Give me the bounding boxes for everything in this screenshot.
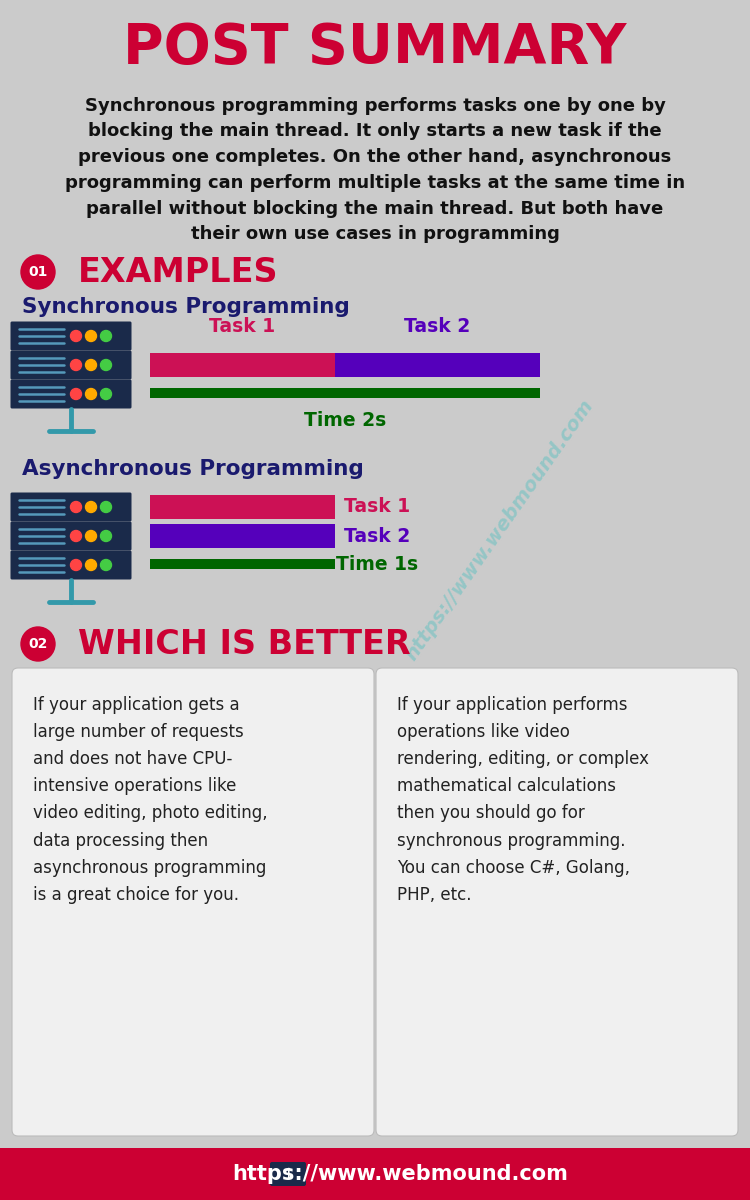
FancyBboxPatch shape: [10, 350, 131, 379]
Text: Task 1: Task 1: [344, 498, 410, 516]
Circle shape: [70, 559, 82, 570]
Text: Time 1s: Time 1s: [336, 556, 418, 575]
Circle shape: [86, 502, 97, 512]
Circle shape: [100, 330, 112, 342]
Circle shape: [86, 330, 97, 342]
Text: POST SUMMARY: POST SUMMARY: [123, 20, 627, 74]
FancyBboxPatch shape: [376, 668, 738, 1136]
Text: 02: 02: [28, 637, 48, 650]
Text: Task 2: Task 2: [344, 527, 410, 546]
Circle shape: [70, 330, 82, 342]
Circle shape: [86, 559, 97, 570]
Text: Asynchronous Programming: Asynchronous Programming: [22, 458, 364, 479]
Text: If your application gets a
large number of requests
and does not have CPU-
inten: If your application gets a large number …: [33, 696, 268, 904]
FancyBboxPatch shape: [150, 524, 335, 548]
Text: Task 2: Task 2: [404, 318, 471, 336]
Circle shape: [100, 389, 112, 400]
Circle shape: [100, 502, 112, 512]
FancyBboxPatch shape: [150, 494, 335, 518]
FancyBboxPatch shape: [10, 522, 131, 551]
Circle shape: [86, 530, 97, 541]
FancyBboxPatch shape: [270, 1162, 306, 1186]
Text: 01: 01: [28, 265, 48, 278]
Text: If your application performs
operations like video
rendering, editing, or comple: If your application performs operations …: [397, 696, 649, 904]
Text: Synchronous Programming: Synchronous Programming: [22, 296, 350, 317]
FancyBboxPatch shape: [10, 492, 131, 522]
FancyBboxPatch shape: [150, 353, 335, 377]
Text: https://www.webmound.com: https://www.webmound.com: [402, 396, 598, 664]
Circle shape: [86, 389, 97, 400]
FancyBboxPatch shape: [150, 388, 540, 398]
FancyBboxPatch shape: [10, 551, 131, 580]
Circle shape: [21, 626, 55, 661]
Circle shape: [70, 530, 82, 541]
FancyBboxPatch shape: [335, 353, 540, 377]
Text: Task 1: Task 1: [209, 318, 275, 336]
Circle shape: [100, 360, 112, 371]
FancyBboxPatch shape: [150, 559, 335, 569]
Circle shape: [86, 360, 97, 371]
Circle shape: [70, 360, 82, 371]
Circle shape: [21, 254, 55, 289]
Circle shape: [70, 389, 82, 400]
Text: WHICH IS BETTER: WHICH IS BETTER: [78, 628, 411, 660]
FancyBboxPatch shape: [0, 1148, 750, 1200]
Circle shape: [100, 530, 112, 541]
FancyBboxPatch shape: [10, 322, 131, 350]
FancyBboxPatch shape: [10, 379, 131, 408]
Text: Time 2s: Time 2s: [304, 412, 386, 431]
Text: https://www.webmound.com: https://www.webmound.com: [232, 1164, 568, 1184]
Circle shape: [70, 502, 82, 512]
FancyBboxPatch shape: [12, 668, 374, 1136]
Text: ↑: ↑: [282, 1166, 294, 1181]
Circle shape: [100, 559, 112, 570]
Text: EXAMPLES: EXAMPLES: [78, 256, 278, 288]
Text: Synchronous programming performs tasks one by one by
blocking the main thread. I: Synchronous programming performs tasks o…: [65, 97, 685, 244]
